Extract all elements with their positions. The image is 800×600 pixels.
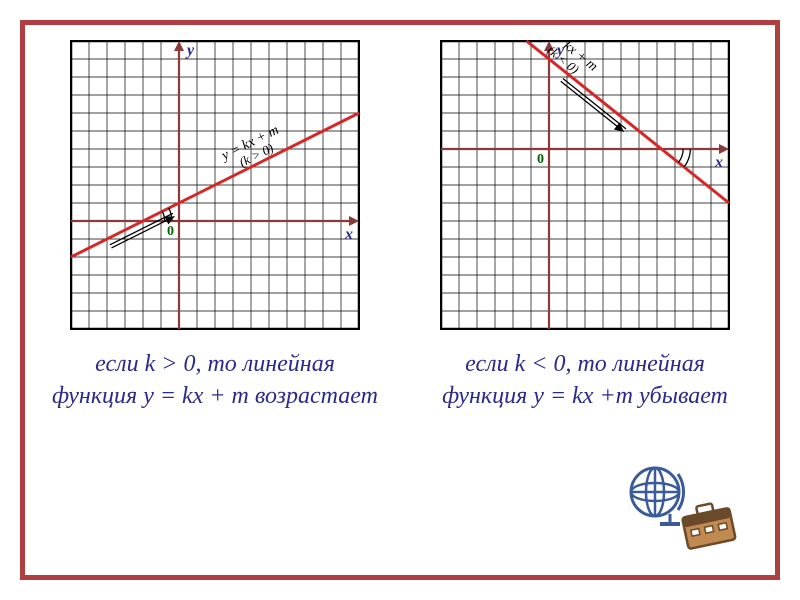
decorative-icons: [610, 460, 740, 560]
graph-increasing: xy0y = kx + m(k > 0): [70, 40, 360, 330]
svg-text:y: y: [185, 42, 195, 59]
caption-right: если k < 0, то линейная функция у = kx +…: [420, 348, 750, 413]
graph-decreasing: xy0y = kx + m(k < 0): [440, 40, 730, 330]
slide: xy0y = kx + m(k > 0) если k > 0, то лине…: [0, 0, 800, 600]
svg-text:x: x: [714, 154, 723, 171]
left-panel: xy0y = kx + m(k > 0) если k > 0, то лине…: [50, 40, 380, 413]
svg-text:x: x: [344, 226, 353, 243]
right-panel: xy0y = kx + m(k < 0) если k < 0, то лине…: [420, 40, 750, 413]
svg-text:0: 0: [537, 152, 544, 167]
svg-text:0: 0: [167, 224, 174, 239]
caption-left: если k > 0, то линейная функция у = kx +…: [50, 348, 380, 413]
